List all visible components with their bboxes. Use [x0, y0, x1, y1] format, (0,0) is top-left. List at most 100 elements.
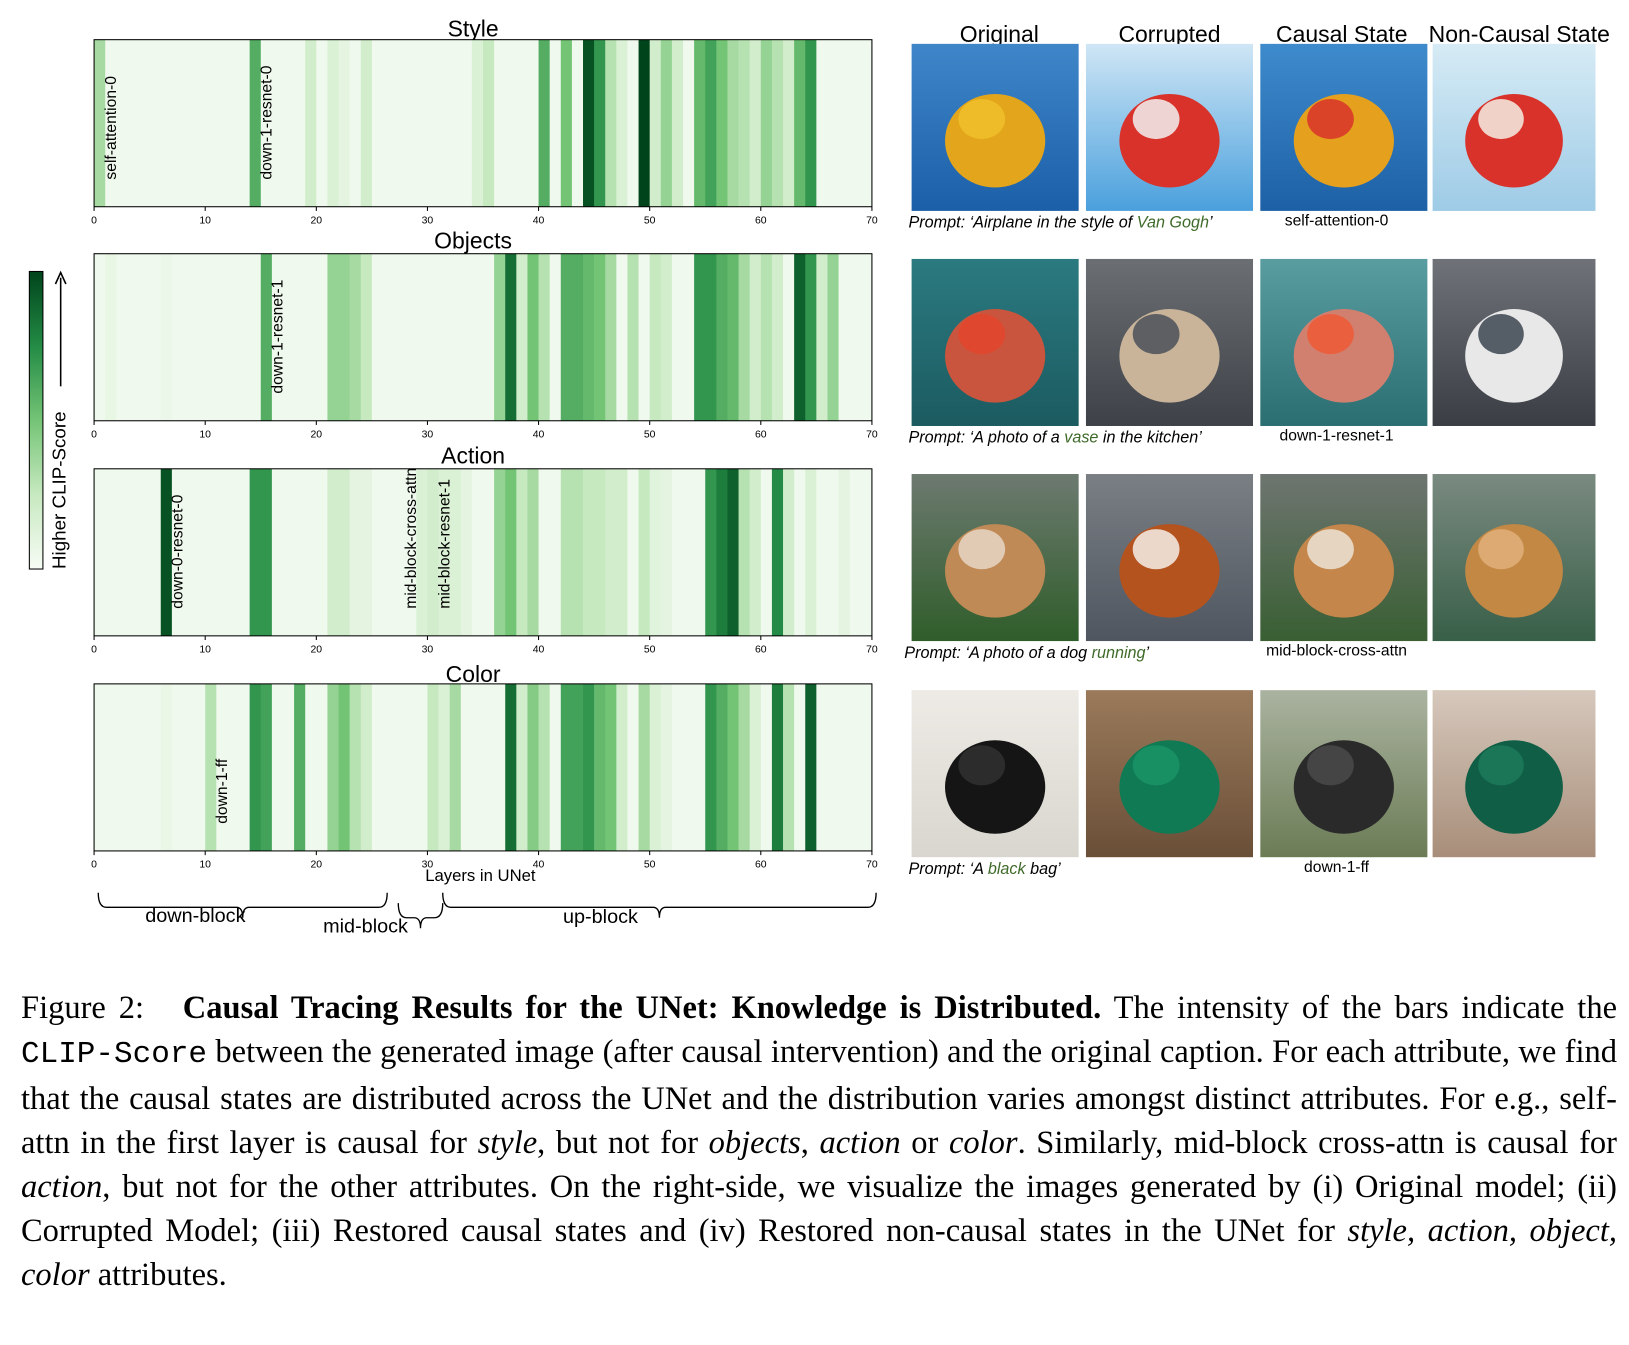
layer-annotation: self-attention-0	[103, 76, 120, 180]
heat-cell	[349, 39, 362, 207]
heat-cell	[549, 253, 562, 421]
heat-cell	[860, 39, 873, 207]
x-tick-label: 30	[422, 429, 434, 440]
image-highlight	[958, 745, 1006, 786]
heat-cell	[149, 39, 162, 207]
heat-cell	[860, 468, 873, 636]
heat-cell	[571, 683, 584, 851]
heat-cell	[216, 39, 228, 207]
heat-cell	[371, 39, 384, 207]
heat-cell	[516, 253, 528, 421]
panel-frame	[93, 39, 873, 208]
heat-cell	[638, 253, 650, 421]
heat-cell	[416, 683, 428, 851]
heat-cell	[260, 683, 273, 851]
heat-cell	[705, 39, 717, 207]
panel-frame	[93, 468, 873, 637]
heat-cell	[405, 683, 417, 851]
layer-annotation: down-1-resnet-1	[270, 280, 287, 394]
heat-cell	[794, 39, 806, 207]
x-tick-label: 40	[533, 645, 545, 656]
heat-cell	[694, 683, 706, 851]
heat-cell	[549, 683, 562, 851]
heat-cell	[182, 253, 195, 421]
heat-cell	[360, 39, 373, 207]
colorbar-label: Higher CLIP-Score	[49, 411, 70, 569]
layer-annotation: down-1-resnet-0	[259, 65, 276, 179]
heat-cell	[849, 468, 862, 636]
heat-cell	[683, 683, 695, 851]
x-tick-label: 0	[91, 860, 97, 871]
heat-cell	[571, 39, 584, 207]
heat-cell	[660, 468, 673, 636]
heat-cell	[471, 39, 484, 207]
heat-cell	[438, 39, 450, 207]
colorbar	[28, 270, 44, 570]
heat-cell	[483, 468, 495, 636]
heat-cell	[638, 39, 650, 207]
heat-cell	[827, 683, 839, 851]
heat-cell	[182, 468, 195, 636]
heat-cell	[583, 683, 595, 851]
heat-cell	[749, 683, 762, 851]
layer-annotation: mid-block-resnet-1	[436, 479, 453, 609]
heat-cell	[649, 253, 662, 421]
heat-cell	[194, 683, 206, 851]
heat-cell	[371, 468, 384, 636]
heat-cell	[105, 253, 117, 421]
heat-cell	[260, 39, 273, 207]
prompt: Prompt: ‘A photo of a dog running’	[904, 644, 1149, 662]
heat-cell	[638, 468, 650, 636]
prompt-part: black	[988, 860, 1027, 878]
heat-cell	[616, 683, 628, 851]
heat-cell	[94, 39, 106, 207]
prompt-part: ’	[1209, 214, 1213, 232]
layer-annotation: down-0-resnet-0	[170, 494, 187, 608]
heat-cell	[605, 253, 617, 421]
heat-cell	[227, 468, 239, 636]
heat-cell	[260, 253, 273, 421]
heat-cell	[160, 683, 173, 851]
layer-annotation: mid-block-cross-attn	[403, 468, 420, 609]
heat-cell	[505, 253, 517, 421]
heat-cell	[327, 39, 339, 207]
heat-cell	[427, 253, 439, 421]
caption-text: . Similarly, mid-block cross-attn is cau…	[1017, 1125, 1617, 1161]
heat-cell	[494, 683, 506, 851]
prompt-part: running	[1092, 644, 1146, 662]
x-tick-label: 50	[644, 860, 656, 871]
heat-cell	[405, 468, 417, 636]
heat-cell	[105, 683, 117, 851]
heat-cell	[227, 39, 239, 207]
panel-frame	[93, 683, 873, 852]
heat-cell	[505, 468, 517, 636]
heat-cell	[305, 39, 317, 207]
heat-cell	[116, 39, 128, 207]
image-highlight	[1478, 98, 1524, 140]
heat-cell	[738, 39, 751, 207]
block-label: up-block	[563, 906, 638, 928]
causal-layer-label: down-1-resnet-1	[1280, 428, 1394, 445]
heat-cell	[605, 683, 617, 851]
heat-cell	[160, 39, 173, 207]
image-highlight	[1132, 745, 1180, 786]
heat-cell	[605, 39, 617, 207]
heat-cell	[583, 468, 595, 636]
prompt-part: vase	[1064, 429, 1098, 447]
x-tick-label: 60	[755, 860, 767, 871]
heat-cell	[649, 683, 662, 851]
heat-cell	[783, 39, 795, 207]
heat-cell	[816, 253, 828, 421]
heat-cell	[671, 39, 684, 207]
heat-cell	[838, 468, 851, 636]
heat-cell	[471, 253, 484, 421]
heat-cell	[327, 253, 339, 421]
heat-cell	[138, 683, 150, 851]
x-tick-label: 40	[533, 860, 545, 871]
heat-cell	[427, 683, 439, 851]
heat-cell	[205, 468, 217, 636]
heat-cell	[382, 253, 395, 421]
heat-cell	[149, 683, 162, 851]
heat-cell	[116, 683, 128, 851]
heat-cell	[382, 39, 395, 207]
